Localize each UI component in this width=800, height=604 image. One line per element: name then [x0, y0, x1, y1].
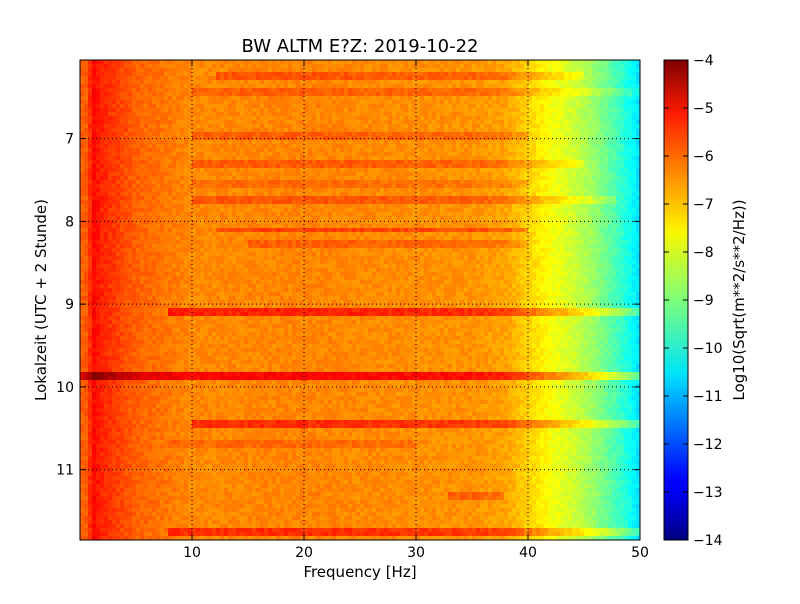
x-axis-label: Frequency [Hz]	[303, 563, 416, 581]
colorbar-label: Log10(Sqrt(m**2/s**2/Hz))	[730, 199, 748, 400]
colorbar-tick-label: −4	[693, 53, 714, 69]
x-tick-label: 40	[519, 545, 537, 561]
colorbar-tick-label: −7	[693, 197, 714, 213]
colorbar-tick-label: −11	[693, 389, 723, 405]
y-tick-label: 8	[65, 214, 74, 230]
x-tick-label: 30	[407, 545, 425, 561]
colorbar-ticks: −4 −5 −6 −7 −8 −9 −10 −11 −12 −13 −14	[664, 53, 723, 549]
colorbar-tick-label: −14	[693, 533, 723, 549]
y-tick-label: 7	[65, 132, 74, 148]
colorbar-tick-label: −9	[693, 293, 714, 309]
chart-title: BW ALTM E?Z: 2019-10-22	[242, 36, 479, 57]
y-tick-label: 10	[56, 380, 74, 396]
heatmap-image	[80, 60, 640, 540]
heatmap	[80, 60, 640, 540]
x-axis: 10 20 30 40 50	[183, 60, 649, 561]
grid	[80, 60, 640, 540]
colorbar-tick-label: −12	[693, 437, 723, 453]
y-axis-label: Lokalzeit (UTC + 2 Stunde)	[32, 199, 50, 401]
plot-frame	[79, 59, 641, 541]
x-tick-label: 20	[295, 545, 313, 561]
colorbar-tick-label: −6	[693, 149, 714, 165]
x-tick-label: 10	[183, 545, 201, 561]
colorbar-tick-label: −13	[693, 485, 723, 501]
x-tick-label: 50	[631, 545, 649, 561]
y-tick-label: 9	[65, 297, 74, 313]
colorbar-tick-label: −8	[693, 245, 714, 261]
y-axis: 7 8 9 10 11	[56, 132, 640, 479]
y-tick-label: 11	[56, 463, 74, 479]
colorbar-tick-label: −5	[693, 101, 714, 117]
colorbar-tick-label: −10	[693, 341, 723, 357]
